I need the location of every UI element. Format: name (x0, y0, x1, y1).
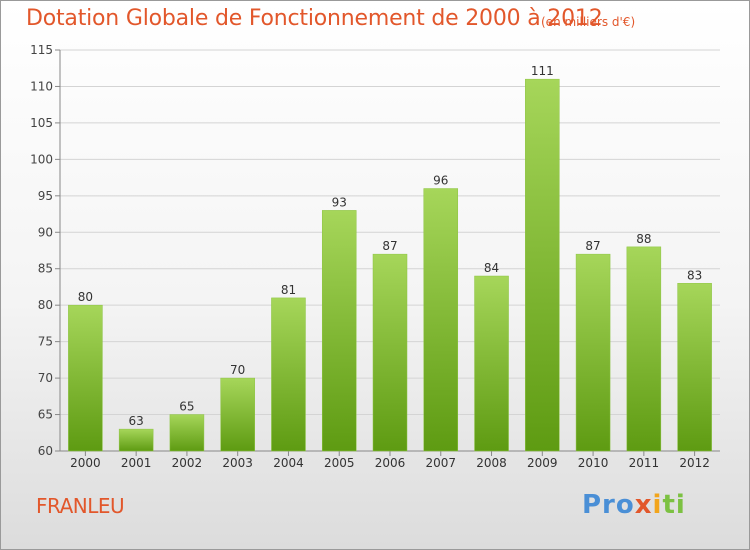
data-labels: 80 63 65 70 81 93 87 96 84 111 87 88 83 (78, 64, 703, 428)
x-tick-label: 2006 (375, 456, 406, 470)
y-tick-label: 115 (30, 43, 53, 57)
axes: 60 65 70 75 80 85 90 95 100 105 110 115 2000 2001 2002… (30, 43, 720, 470)
y-tick-label: 80 (38, 298, 53, 312)
logo-part: ti (662, 490, 686, 520)
logo-part: Pro (582, 490, 635, 520)
bar (626, 246, 662, 452)
x-tick-label: 2000 (70, 456, 101, 470)
proxiti-logo[interactable]: Proxiti (582, 490, 686, 520)
commune-name: FRANLEU (36, 494, 125, 518)
x-tick-label: 2009 (527, 456, 558, 470)
bar (575, 253, 611, 452)
data-label: 83 (687, 268, 702, 282)
bars (68, 78, 712, 452)
chart-title: Dotation Globale de Fonctionnement de 20… (26, 6, 603, 31)
y-tick-label: 85 (38, 262, 53, 276)
x-tick-label: 2007 (425, 456, 456, 470)
y-tick-label: 65 (38, 408, 53, 422)
bar (677, 283, 712, 452)
x-tick-label: 2002 (172, 456, 203, 470)
bar (372, 253, 408, 452)
logo-part: x (634, 490, 653, 520)
bar (525, 78, 560, 452)
bar (321, 210, 357, 452)
x-tick-label: 2003 (222, 456, 253, 470)
data-label: 81 (281, 283, 296, 297)
y-tick-label: 75 (38, 335, 53, 349)
data-label: 93 (332, 195, 347, 209)
chart-unit: (en milliers d'€) (541, 15, 636, 29)
data-label: 63 (129, 414, 144, 428)
y-tick-label: 90 (38, 225, 53, 239)
bar (474, 275, 509, 452)
x-tick-label: 2005 (324, 456, 355, 470)
bar (118, 428, 154, 452)
x-tick-label: 2008 (476, 456, 507, 470)
bar (423, 188, 459, 452)
data-label: 84 (484, 261, 499, 275)
bar (169, 414, 205, 452)
data-label: 111 (531, 64, 554, 78)
y-tick-label: 110 (30, 79, 53, 93)
x-tick-label: 2010 (578, 456, 609, 470)
x-tick-label: 2004 (273, 456, 304, 470)
logo-part: i (652, 490, 663, 520)
bar (271, 297, 306, 452)
x-tick-label: 2011 (629, 456, 660, 470)
bar (220, 377, 255, 452)
data-label: 88 (636, 232, 651, 246)
data-label: 80 (78, 290, 93, 304)
y-tick-label: 100 (30, 152, 53, 166)
y-tick-label: 60 (38, 444, 53, 458)
y-tick-label: 95 (38, 189, 53, 203)
data-label: 87 (382, 239, 397, 253)
bar (68, 304, 103, 452)
y-tick-label: 105 (30, 116, 53, 130)
data-label: 96 (433, 174, 448, 188)
y-tick-label: 70 (38, 371, 53, 385)
x-tick-label: 2001 (121, 456, 152, 470)
data-label: 65 (179, 400, 194, 414)
x-tick-label: 2012 (679, 456, 710, 470)
data-label: 70 (230, 363, 245, 377)
data-label: 87 (585, 239, 600, 253)
